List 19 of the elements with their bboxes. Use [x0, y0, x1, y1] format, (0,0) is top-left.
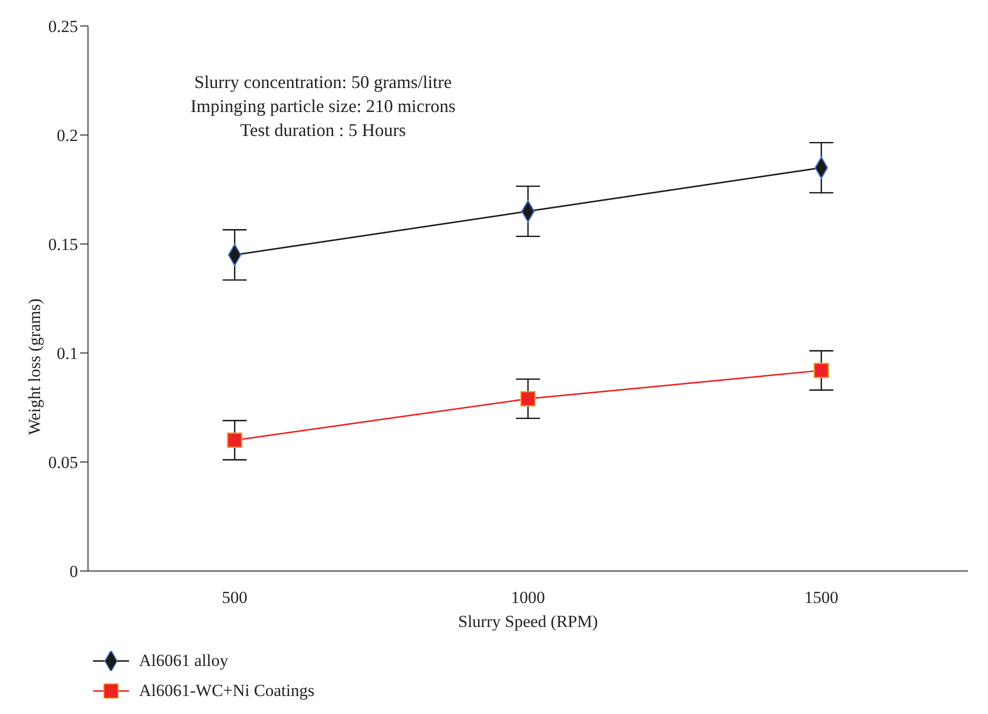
y-tick-label: 0.25	[48, 17, 78, 36]
point	[814, 362, 830, 378]
annotation: Test duration : 5 Hours	[239, 119, 407, 142]
y-tick-label: 0.15	[48, 235, 78, 254]
y-tick-label: 0.2	[56, 126, 78, 146]
y-tick-label: 0	[70, 562, 78, 582]
x-tick-label: 500	[222, 588, 248, 608]
annotation: Impinging particle size: 210 microns	[190, 95, 456, 118]
y-tick-label: 0.1	[56, 344, 78, 364]
x-tick-label: 1000	[511, 588, 545, 608]
x-tick-label: 1500	[804, 588, 838, 608]
legend-label: Al6061-WC+Ni Coatings	[139, 681, 314, 701]
x-axis-title: Slurry Speed (RPM)	[458, 612, 598, 631]
point	[226, 432, 242, 448]
y-axis-title: Weight loss (grams)	[25, 298, 44, 435]
legend-label: Al6061 alloy	[139, 651, 228, 671]
point	[520, 391, 536, 406]
annotation: Slurry concentration: 50 grams/litre	[193, 71, 453, 94]
y-tick-label: 0.05	[48, 453, 78, 472]
